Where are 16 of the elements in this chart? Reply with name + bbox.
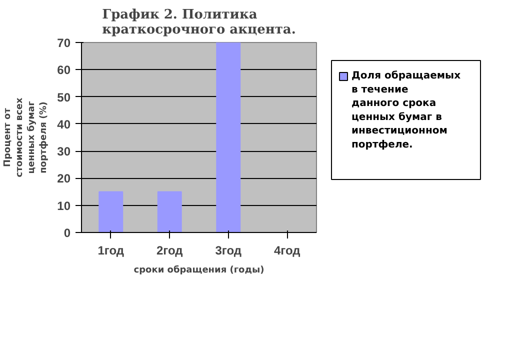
- y-tick-label: 10: [57, 198, 71, 213]
- y-tick-label: 50: [57, 90, 71, 104]
- legend-label: Доля обращаемых в течение данного срока ценных бумаг в инвестиционном портфеле.: [352, 70, 462, 150]
- y-tick-label: 60: [57, 63, 71, 78]
- x-tick-label: 2год: [156, 244, 184, 258]
- x-tick-label: 1год: [98, 244, 124, 258]
- x-tick-label: 3год: [215, 244, 242, 258]
- y-tick-label: 70: [57, 36, 71, 50]
- x-axis-title: сроки обращения (годы): [134, 264, 264, 276]
- x-tick-label: 4год: [274, 244, 301, 258]
- y-axis-title: Процент от стоимости всех ценных бумаг портфеля (%): [3, 98, 50, 178]
- y-tick-label: 0: [64, 226, 71, 240]
- y-tick-label: 20: [57, 172, 71, 186]
- y-tick-label: 30: [57, 144, 71, 159]
- chart-title: График 2. Политика краткосрочного акцента.: [102, 8, 296, 38]
- y-tick-label: 40: [57, 117, 71, 132]
